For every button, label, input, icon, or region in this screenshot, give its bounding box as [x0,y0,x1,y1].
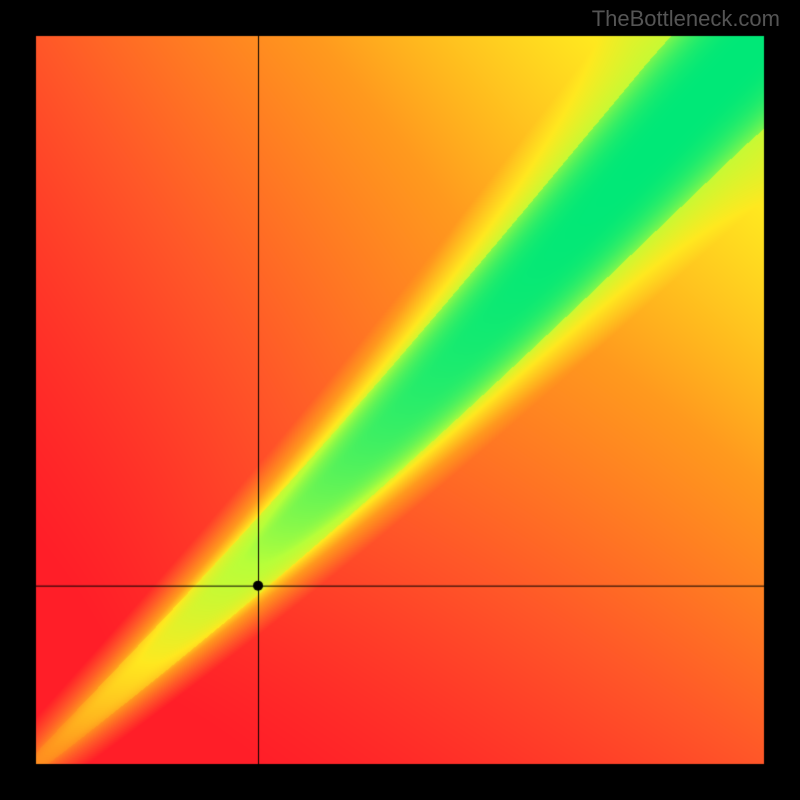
watermark-text: TheBottleneck.com [592,6,780,32]
chart-container: TheBottleneck.com [0,0,800,800]
bottleneck-heatmap [0,0,800,800]
